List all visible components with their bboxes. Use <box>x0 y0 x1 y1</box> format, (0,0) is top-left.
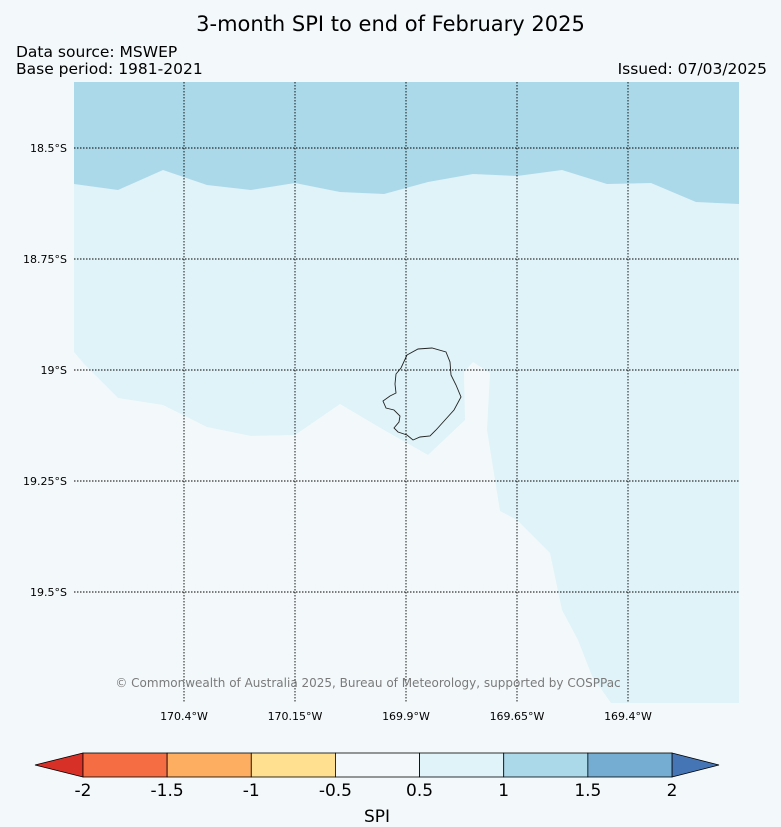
colorbar-tick-label: 2 <box>667 781 678 801</box>
colorbar-tick-label: 1 <box>498 781 509 801</box>
lat-label: 19°S <box>41 364 67 377</box>
niue-island-outline <box>382 347 462 441</box>
colorbar-tick-label: -1.5 <box>151 781 184 801</box>
colorbar-tick-label: 1.5 <box>574 781 601 801</box>
lon-label: 170.15°W <box>268 710 323 723</box>
colorbar-segment <box>166 752 252 778</box>
lat-label: 18.5°S <box>30 142 67 155</box>
colorbar-tick-label: -1 <box>243 781 260 801</box>
base-period-text: Base period: 1981-2021 <box>16 60 203 78</box>
lat-label: 18.75°S <box>23 253 67 266</box>
colorbar-segment <box>82 752 168 778</box>
lon-label: 169.4°W <box>604 710 652 723</box>
map-title: 3-month SPI to end of February 2025 <box>196 12 585 36</box>
latitude-labels: 18.5°S 18.75°S 19°S 19.25°S 19.5°S <box>23 142 67 599</box>
colorbar-tick-label: 0.5 <box>406 781 433 801</box>
spi-zone-wet-north <box>74 82 739 204</box>
map-panel: © Commonwealth of Australia 2025, Bureau… <box>74 82 739 703</box>
spi-zone-near-normal-south <box>74 352 611 703</box>
colorbar-segment <box>250 752 336 778</box>
lon-label: 169.65°W <box>490 710 545 723</box>
copyright-notice: © Commonwealth of Australia 2025, Bureau… <box>115 676 620 690</box>
data-source-text: Data source: MSWEP <box>16 43 178 61</box>
colorbar-segment <box>419 752 505 778</box>
spi-colorbar: -2 -1.5 -1 -0.5 0.5 1 1.5 2 SPI <box>34 752 720 827</box>
colorbar-under-arrow <box>34 752 84 778</box>
lat-label: 19.5°S <box>30 586 67 599</box>
colorbar-label: SPI <box>364 807 390 827</box>
issued-date-text: Issued: 07/03/2025 <box>617 60 767 78</box>
colorbar-tick-label: -2 <box>75 781 92 801</box>
colorbar-segment <box>587 752 673 778</box>
colorbar-segment <box>335 752 420 778</box>
metadata-left: Data source: MSWEP Base period: 1981-202… <box>16 44 203 78</box>
lon-label: 170.4°W <box>160 710 208 723</box>
lat-label: 19.25°S <box>23 475 67 488</box>
colorbar-tick-label: -0.5 <box>319 781 352 801</box>
map-graticule <box>74 82 739 703</box>
lon-label: 169.9°W <box>382 710 430 723</box>
colorbar-over-arrow <box>671 752 720 778</box>
longitude-labels: 170.4°W 170.15°W 169.9°W 169.65°W 169.4°… <box>160 710 652 723</box>
colorbar-segment <box>503 752 589 778</box>
